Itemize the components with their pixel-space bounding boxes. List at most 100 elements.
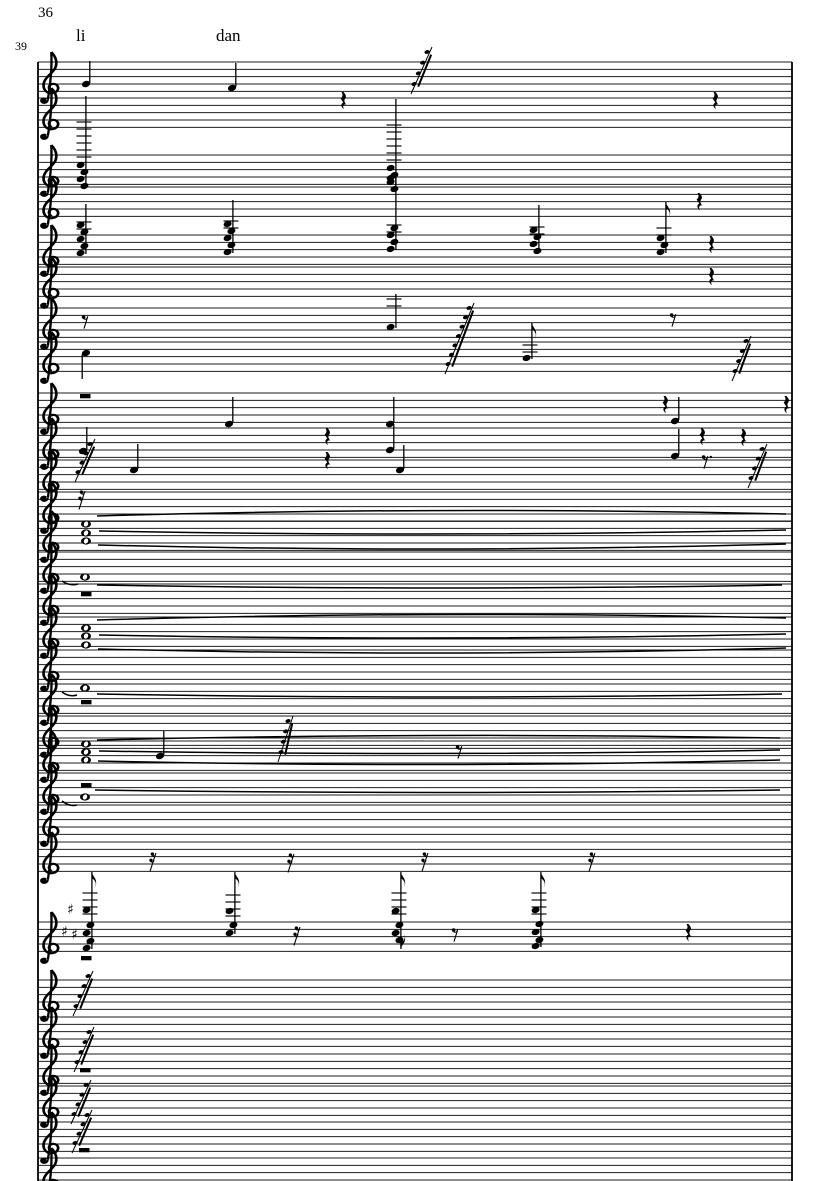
eighth-flag-icon — [234, 872, 240, 889]
tie — [96, 734, 781, 741]
tie — [96, 613, 787, 621]
lchord — [656, 202, 672, 256]
staff — [38, 448, 792, 503]
qrest — [708, 268, 715, 286]
lchord — [76, 204, 92, 257]
qrest — [783, 396, 790, 414]
lchord — [531, 872, 547, 950]
staff — [38, 1146, 792, 1181]
qnote — [395, 445, 405, 474]
erest — [669, 313, 677, 327]
lchord — [76, 96, 92, 190]
qnote — [81, 61, 91, 88]
hrest — [81, 592, 92, 597]
staff — [38, 1110, 792, 1165]
erest — [455, 745, 463, 759]
erest — [701, 455, 712, 469]
run — [74, 438, 96, 483]
staff — [38, 793, 792, 848]
lchord — [225, 872, 241, 937]
staff — [38, 416, 792, 471]
srest — [78, 490, 86, 510]
lchord — [529, 205, 545, 255]
qrest — [712, 92, 719, 110]
qrest — [740, 429, 747, 447]
tie — [98, 749, 781, 755]
staff — [38, 509, 792, 564]
run — [731, 335, 752, 382]
eighth-flag-icon — [400, 872, 406, 889]
qrest — [699, 428, 706, 446]
hrest — [80, 394, 91, 399]
sharp-icon: ♯ — [71, 927, 78, 943]
qnote — [78, 427, 88, 455]
whole — [80, 793, 90, 801]
eighth-flag-icon — [540, 872, 546, 889]
srest — [421, 852, 429, 872]
qnote — [670, 397, 680, 425]
run — [70, 1079, 92, 1125]
staff — [38, 50, 792, 105]
eighth-flag-icon — [91, 872, 97, 889]
sharp-icon: ♯ — [61, 924, 68, 940]
staff — [38, 572, 792, 627]
eighth-flag-icon — [531, 323, 537, 340]
measure-number: 39 — [15, 39, 27, 53]
qrest — [324, 452, 331, 470]
qnote — [670, 429, 680, 460]
tie — [61, 691, 78, 697]
qrest — [662, 396, 669, 414]
qnote — [385, 397, 395, 428]
qnote — [81, 349, 91, 379]
tie — [61, 800, 78, 807]
qrest — [696, 193, 703, 211]
hrest — [79, 1148, 90, 1153]
tie — [97, 647, 787, 654]
wchord — [81, 624, 91, 649]
run — [747, 443, 768, 489]
staff — [38, 672, 792, 727]
page-number: 36 — [38, 5, 53, 21]
staff — [38, 223, 792, 278]
staff — [38, 910, 792, 965]
tie — [98, 529, 787, 535]
wchord — [81, 740, 91, 764]
qrest — [685, 924, 692, 942]
staff — [38, 968, 792, 1023]
key-signature: ♯♯ ♯ — [61, 902, 78, 943]
whole — [80, 684, 90, 692]
eighth-flag-icon — [665, 202, 671, 219]
hrest — [81, 700, 92, 705]
lchord — [522, 323, 538, 362]
lyric-syllable: li — [76, 26, 86, 45]
wchord — [81, 520, 91, 545]
run — [444, 302, 475, 375]
qnote — [385, 424, 395, 454]
staff — [38, 540, 792, 595]
staff — [38, 1074, 792, 1129]
run — [71, 1109, 93, 1154]
tie — [98, 633, 787, 639]
qnote — [129, 444, 139, 474]
qrest — [708, 236, 715, 254]
tie — [97, 543, 787, 550]
qnote — [227, 63, 237, 92]
staff — [38, 704, 792, 759]
staff — [38, 1042, 792, 1097]
tie — [61, 580, 79, 586]
run — [73, 1026, 95, 1073]
lyric-syllable: dan — [216, 26, 241, 45]
tie — [94, 789, 781, 794]
tie — [96, 584, 783, 589]
staff — [38, 255, 792, 310]
staff — [38, 296, 792, 351]
staff — [38, 638, 792, 693]
staff — [38, 143, 792, 198]
srest — [588, 852, 596, 872]
qnote — [155, 731, 165, 760]
hrest — [80, 1068, 91, 1073]
qnote — [224, 397, 234, 428]
lchord — [223, 200, 239, 256]
lchord — [386, 174, 402, 253]
